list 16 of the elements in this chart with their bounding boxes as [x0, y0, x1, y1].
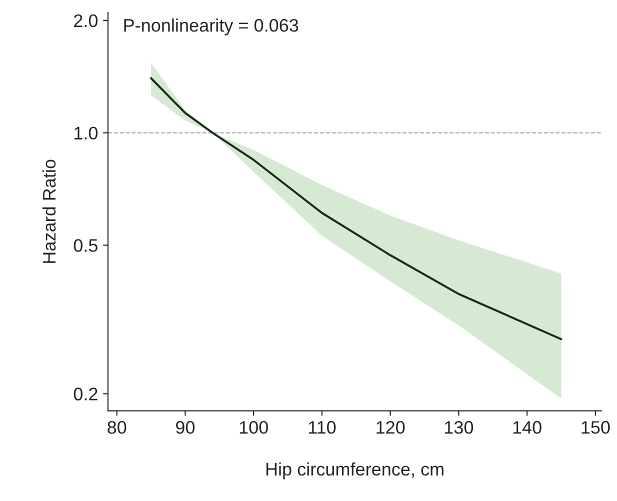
line-series — [150, 77, 562, 340]
x-tick-label: 90 — [176, 421, 195, 434]
x-tick-label: 80 — [108, 421, 126, 434]
y-axis-title: Hazard Ratio — [42, 160, 56, 263]
y-tick-label: 2.0 — [74, 14, 98, 28]
x-tick-label: 130 — [445, 421, 474, 434]
x-tick-label: 150 — [582, 421, 610, 434]
y-tick-label: 1.0 — [74, 126, 98, 140]
x-tick-label: 110 — [308, 421, 336, 434]
x-tick-label: 140 — [513, 421, 542, 434]
x-axis-title: Hip circumference, cm — [266, 462, 444, 480]
y-tick-label: 0.5 — [74, 239, 98, 252]
annotation: P-nonlinearity = 0.063 — [124, 18, 298, 36]
x-tick-label: 120 — [376, 421, 405, 434]
x-tick-label: 100 — [240, 421, 268, 434]
y-tick-label: 0.2 — [74, 388, 98, 400]
